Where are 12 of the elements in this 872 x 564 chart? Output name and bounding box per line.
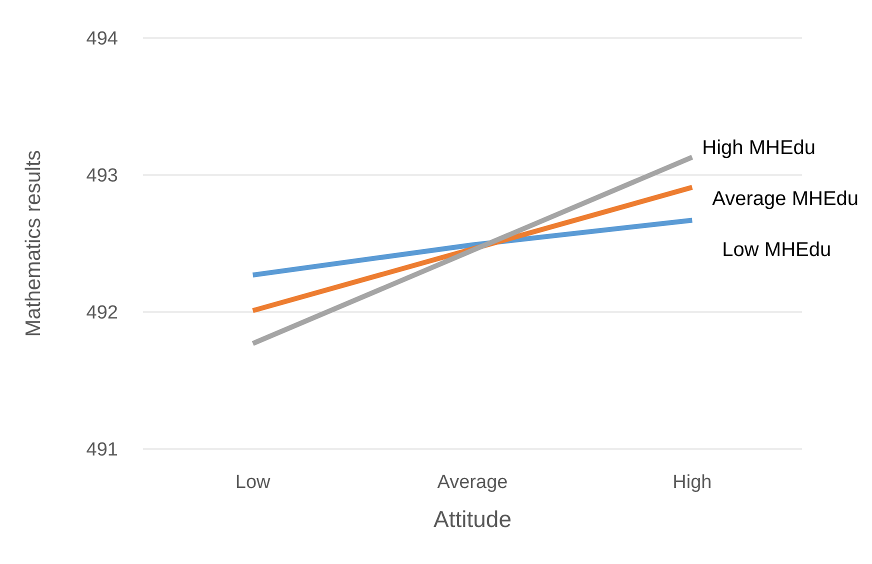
x-tick-label: Average [437, 472, 508, 493]
series-label: Low MHEdu [722, 239, 832, 262]
x-tick-label: High [672, 472, 712, 493]
y-axis-title: Mathematics results [22, 150, 45, 337]
y-tick-label: 491 [86, 440, 118, 461]
series-label: High MHEdu [702, 137, 816, 160]
series-label: Average MHEdu [712, 188, 859, 210]
x-tick-label: Low [235, 472, 271, 493]
x-axis-title: Attitude [434, 506, 512, 532]
y-tick-label: 492 [86, 302, 118, 324]
y-tick-label: 493 [86, 166, 118, 187]
y-tick-label: 494 [86, 28, 118, 50]
